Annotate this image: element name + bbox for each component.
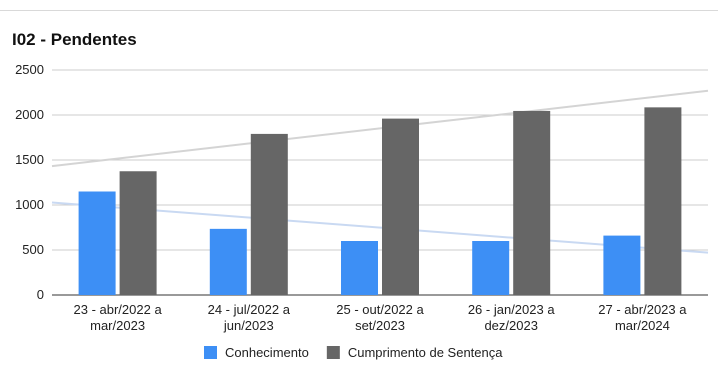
chart-title: I02 - Pendentes <box>12 30 137 49</box>
grid <box>52 69 708 296</box>
x-tick-label: 27 - abr/2023 a mar/2024 <box>598 302 687 333</box>
bar-conhecimento <box>78 191 116 295</box>
y-tick-label: 1000 <box>15 197 44 212</box>
bar-conhecimento <box>603 235 641 295</box>
legend-label: Cumprimento de Sentença <box>348 345 503 360</box>
x-tick-label: 26 - jan/2023 a dez/2023 <box>468 302 556 333</box>
top-divider <box>0 10 718 11</box>
trendline <box>51 201 709 254</box>
bar-conhecimento <box>209 228 247 295</box>
bar-cumprimento-de-sentenca <box>513 110 551 295</box>
y-axis: 0 500 1000 1500 2000 2500 <box>15 62 44 302</box>
legend-label: Conhecimento <box>225 345 309 360</box>
trendlines <box>51 89 709 254</box>
trendline <box>51 89 709 168</box>
legend-swatch <box>326 346 340 359</box>
y-tick-label: 2000 <box>15 107 44 122</box>
x-axis: 23 - abr/2022 a mar/2023 24 - jul/2022 a ju… <box>74 302 688 333</box>
legend-swatch <box>204 346 217 359</box>
bar-cumprimento-de-sentenca <box>382 118 419 295</box>
y-tick-label: 1500 <box>15 152 44 167</box>
y-tick-label: 2500 <box>15 62 44 77</box>
x-tick-label: 24 - jul/2022 a jun/2023 <box>208 302 291 333</box>
bar-cumprimento-de-sentenca <box>250 133 288 295</box>
bars <box>78 107 682 295</box>
legend: Conhecimento Cumprimento de Sentença <box>204 345 503 360</box>
bar-cumprimento-de-sentenca <box>119 171 157 295</box>
y-tick-label: 500 <box>22 242 44 257</box>
bar-conhecimento <box>341 241 378 295</box>
bar-cumprimento-de-sentenca <box>644 107 682 295</box>
bar-conhecimento <box>472 241 510 295</box>
x-tick-label: 25 - out/2022 a set/2023 <box>336 302 424 333</box>
x-tick-label: 23 - abr/2022 a mar/2023 <box>74 302 163 333</box>
y-tick-label: 0 <box>37 287 44 302</box>
